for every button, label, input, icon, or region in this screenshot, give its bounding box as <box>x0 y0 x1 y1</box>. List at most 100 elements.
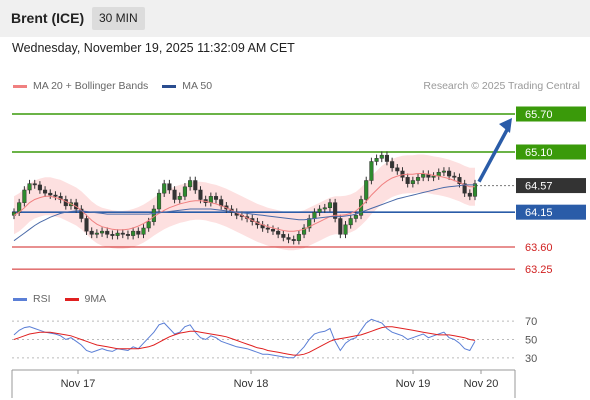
level-text-5: 63.25 <box>525 264 553 276</box>
forecast-arrow-head-icon <box>499 118 512 133</box>
candle <box>421 170 426 182</box>
candle-body <box>390 161 395 169</box>
candle <box>441 167 446 177</box>
candle-body <box>291 239 296 241</box>
rsi-tick-label: 70 <box>525 316 537 328</box>
candle <box>125 230 131 240</box>
candle <box>177 192 182 204</box>
ma20-line <box>13 173 475 232</box>
candle-body <box>265 227 270 230</box>
level-text-4: 63.60 <box>525 242 553 254</box>
candle <box>431 172 436 182</box>
candle <box>395 164 400 175</box>
candle <box>390 157 395 172</box>
candle <box>462 179 467 197</box>
candle <box>167 179 172 194</box>
candle-body <box>457 177 462 184</box>
candle <box>110 230 115 240</box>
candle <box>415 173 421 185</box>
candle-body <box>374 158 379 162</box>
candle-body <box>94 232 99 235</box>
ma50-swatch-icon <box>162 84 177 88</box>
rsi-tick-label: 30 <box>525 353 537 365</box>
forecast-arrow-shaft <box>477 127 510 183</box>
candle <box>322 203 327 213</box>
candle-body <box>84 218 89 232</box>
interval-button[interactable]: 30 MIN <box>92 7 145 30</box>
candle-body <box>286 237 291 240</box>
candle <box>302 224 307 239</box>
legend-rsi-ma-label: 9MA <box>84 293 107 305</box>
candle <box>270 225 276 235</box>
candle-body <box>441 170 446 173</box>
price-levels: 65.70 65.10 64.57 64.15 63.60 63.25 <box>12 106 586 276</box>
candle-body <box>100 230 105 234</box>
candle <box>37 181 42 194</box>
candle <box>447 167 452 180</box>
candle-body <box>141 227 146 235</box>
candle <box>53 191 58 201</box>
x-axis-ticks: Nov 17 Nov 18 Nov 19 Nov 20 <box>61 370 498 390</box>
candle <box>115 229 120 240</box>
level-box-1 <box>516 144 586 160</box>
candle <box>296 230 301 245</box>
candle <box>100 227 105 237</box>
candle-body <box>467 192 472 197</box>
ma50-line <box>13 184 475 242</box>
candle-body <box>281 234 286 238</box>
candle <box>182 183 187 201</box>
instrument-title: Brent (ICE) <box>11 10 85 26</box>
candle <box>94 229 99 239</box>
x-tick-label: Nov 17 <box>61 378 96 390</box>
candle-body <box>322 207 327 210</box>
candle <box>327 198 333 212</box>
candle-body <box>120 232 125 235</box>
candle-body <box>188 180 193 188</box>
bollinger-band <box>14 154 475 251</box>
candle <box>384 151 389 166</box>
candle-body <box>172 189 177 200</box>
candle-body <box>167 183 172 191</box>
candle <box>307 214 312 232</box>
candle-body <box>379 154 384 159</box>
candle <box>120 229 125 239</box>
rsi-legend: RSI 9MA <box>13 293 106 305</box>
candle-body <box>421 173 426 178</box>
candle-body <box>22 189 27 203</box>
candle-body <box>317 208 322 213</box>
level-label-5: 63.25 <box>525 264 553 276</box>
candle <box>364 176 369 204</box>
candle-body <box>353 215 358 219</box>
candle <box>348 214 353 229</box>
x-tick-label: Nov 19 <box>396 378 431 390</box>
candle <box>353 211 358 223</box>
candle <box>141 224 146 239</box>
candle-body <box>302 227 307 235</box>
candle-body <box>348 218 353 226</box>
legend-ma20-label: MA 20 + Bollinger Bands <box>33 80 149 92</box>
rsi-tick-label: 50 <box>525 335 537 347</box>
candle-body <box>472 183 478 197</box>
candle-body <box>405 177 410 184</box>
rsi-line <box>13 318 476 359</box>
candle <box>172 186 177 204</box>
candle-body <box>395 167 400 172</box>
candle-body <box>452 175 457 178</box>
candle-body <box>27 183 32 191</box>
candle <box>405 173 410 188</box>
candle-body <box>307 218 312 229</box>
candle-body <box>384 154 389 162</box>
candle <box>43 186 48 197</box>
candle-body <box>32 183 37 186</box>
rsi-ma-line <box>13 326 476 356</box>
candle <box>89 227 94 239</box>
candle <box>374 154 379 166</box>
candle <box>265 224 270 234</box>
candle <box>27 179 32 194</box>
candle <box>472 179 478 201</box>
level-label-4: 63.60 <box>525 242 553 254</box>
candle <box>84 214 89 235</box>
level-text-0: 65.70 <box>525 109 553 121</box>
candle <box>79 205 84 223</box>
